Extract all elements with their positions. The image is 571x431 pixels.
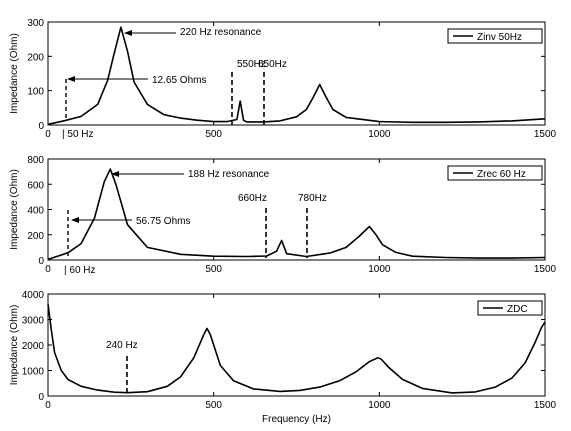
plot-frame-1 <box>47 21 546 126</box>
x-tick-label: 0 <box>45 264 51 275</box>
annotation-label: 240 Hz <box>106 340 138 351</box>
x-tick-label: 0 <box>45 400 51 411</box>
x-tick-label: 1500 <box>534 264 557 275</box>
annotation-label: 780Hz <box>298 193 327 204</box>
series-line-1 <box>47 26 546 126</box>
annotation-label: 56.75 Ohms <box>136 216 190 227</box>
legend-box <box>447 28 543 44</box>
series-line-3 <box>47 304 546 394</box>
y-tick-label: 600 <box>27 180 44 191</box>
annotation-label: 550Hz <box>237 59 266 70</box>
x-axis-label: Frequency (Hz) <box>262 414 331 425</box>
y-tick-label: 400 <box>27 206 44 217</box>
y-tick-label: 1000 <box>22 367 45 378</box>
legend-entry: Zinv 50Hz <box>477 32 522 43</box>
y-tick-label: 2000 <box>22 341 45 352</box>
y-tick-label: 800 <box>27 155 44 166</box>
x-tick-label: 500 <box>205 129 222 140</box>
annotation-label: 220 Hz resonance <box>180 27 262 38</box>
annotation-label: 12.65 Ohms <box>152 75 206 86</box>
annotation-label: 188 Hz resonance <box>188 169 270 180</box>
x-tick-label: 500 <box>205 400 222 411</box>
x-tick-label: 1000 <box>368 400 391 411</box>
annotation-label: | 60 Hz <box>64 265 96 276</box>
y-tick-label: 0 <box>38 121 44 132</box>
y-tick-label: 100 <box>27 87 44 98</box>
y-axis-label: Impedance (Ohm) <box>9 169 20 250</box>
x-tick-label: 1000 <box>368 264 391 275</box>
y-tick-label: 3000 <box>22 316 45 327</box>
x-tick-label: 0 <box>45 129 51 140</box>
x-tick-label: 1000 <box>368 129 391 140</box>
x-tick-label: 500 <box>205 264 222 275</box>
legend-entry: ZDC <box>507 304 528 315</box>
legend-entry: Zrec 60 Hz <box>477 169 526 180</box>
y-tick-label: 200 <box>27 231 44 242</box>
series-line-2 <box>47 168 546 261</box>
legend-box <box>447 165 543 181</box>
y-tick-label: 4000 <box>22 290 45 301</box>
y-axis-label: Impedance (Ohm) <box>9 33 20 114</box>
y-axis-label: Impedance (Ohm) <box>9 305 20 386</box>
y-tick-label: 0 <box>38 392 44 403</box>
y-tick-label: 300 <box>27 18 44 29</box>
annotation-label: 650Hz <box>258 59 287 70</box>
x-tick-label: 1500 <box>534 400 557 411</box>
annotation-label: | 50 Hz <box>62 129 94 140</box>
annotation-label: 660Hz <box>238 193 267 204</box>
x-tick-label: 1500 <box>534 129 557 140</box>
y-tick-label: 200 <box>27 52 44 63</box>
legend-box <box>477 300 543 316</box>
y-tick-label: 0 <box>38 256 44 267</box>
